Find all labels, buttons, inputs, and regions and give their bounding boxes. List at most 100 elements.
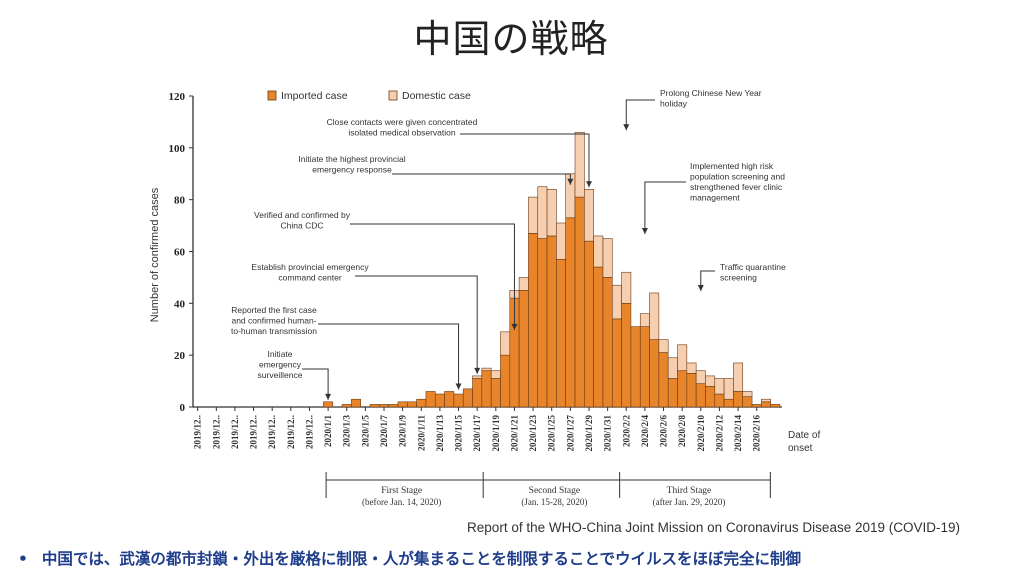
legend-swatch-domestic (388, 90, 398, 101)
x-tick-label: 2020/1/1 (323, 415, 333, 448)
x-tick-label: 2020/2/14 (733, 415, 743, 452)
x-tick-label: 2020/1/11 (416, 415, 426, 452)
bar-imported (742, 396, 753, 408)
bar-imported (537, 238, 548, 408)
x-tick-label: 2020/2/6 (659, 415, 669, 448)
annotation-arrowhead (623, 124, 630, 131)
x-tick-label: 2019/12.. (304, 415, 314, 449)
bar-domestic (705, 375, 716, 387)
bar-imported (611, 318, 622, 408)
bar-domestic (686, 362, 697, 374)
stage-name: Second Stage (529, 486, 580, 496)
bar-domestic (593, 235, 604, 268)
y-tick-label: 60 (174, 247, 186, 259)
bar-imported (714, 393, 725, 408)
bar-imported (770, 404, 781, 408)
bar-imported (686, 373, 697, 408)
bar-imported (705, 385, 716, 408)
bar-imported (369, 404, 380, 408)
x-tick-label: 2019/12.. (211, 415, 221, 449)
x-axis-label: Date of (788, 430, 820, 441)
chart-bars (323, 131, 781, 408)
x-tick-label: 2020/1/21 (509, 415, 519, 452)
bar-imported (500, 354, 511, 408)
y-axis-label: Number of confirmed cases (149, 187, 161, 322)
bar-domestic (500, 331, 511, 356)
bar-imported (341, 404, 352, 408)
annotation-text: emergency response (312, 165, 392, 175)
bar-domestic (658, 339, 669, 353)
chart-legend: Imported case Domestic case (267, 90, 471, 102)
legend-label-domestic: Domestic case (402, 90, 471, 102)
bar-domestic (639, 313, 650, 327)
bar-domestic (649, 292, 660, 340)
bar-imported (351, 398, 362, 408)
annotation-arrowhead (474, 367, 481, 374)
x-tick-label: 2020/1/5 (360, 415, 370, 448)
bullet-point: • 中国では、武漢の都市封鎖・外出を厳格に制限・人が集まることを制限することでウイ… (18, 547, 801, 569)
bar-imported (416, 398, 427, 408)
annotation-arrowhead (697, 284, 704, 291)
chart-stages: First Stage(before Jan. 14, 2020) Second … (325, 472, 771, 507)
bar-imported (621, 303, 632, 408)
x-tick-label: 2019/12.. (230, 415, 240, 449)
x-tick-label: 2020/2/12 (714, 415, 724, 452)
bar-imported (667, 378, 678, 408)
annotation-text: China CDC (281, 221, 324, 231)
bar-domestic (490, 370, 501, 379)
annotation-arrowhead (641, 227, 648, 234)
bar-imported (518, 290, 529, 408)
bar-imported (388, 404, 399, 408)
bar-imported (481, 370, 492, 408)
x-tick-label: 2020/1/17 (472, 415, 482, 452)
x-tick-label: 2020/2/8 (677, 415, 687, 448)
bar-domestic (611, 284, 622, 320)
y-tick-label: 0 (180, 402, 186, 414)
x-tick-label: 2019/12.. (267, 415, 277, 449)
annotation-connector (392, 173, 571, 185)
bar-domestic (528, 196, 539, 234)
stage-subtitle: (Jan. 15-28, 2020) (521, 497, 587, 507)
y-tick-label: 40 (174, 298, 186, 310)
annotation-text: Establish provincial emergency (251, 262, 369, 272)
annotation-text: Close contacts were given concentrated (327, 117, 478, 127)
x-tick-label: 2020/1/3 (342, 415, 352, 448)
annotation-text: Verified and confirmed by (254, 210, 351, 220)
bar-imported (472, 378, 483, 408)
bar-domestic (472, 375, 483, 379)
stage-name: First Stage (381, 486, 422, 496)
annotation-arrowhead (567, 178, 574, 185)
bar-domestic (621, 271, 632, 304)
x-tick-label: 2020/2/16 (752, 415, 762, 452)
bar-imported (649, 339, 660, 408)
x-tick-label: 2020/2/2 (621, 415, 631, 448)
bar-imported (630, 326, 641, 408)
bar-domestic (667, 357, 678, 379)
annotation-arrowhead (325, 393, 332, 400)
bar-imported (751, 404, 762, 408)
bar-imported (639, 326, 650, 408)
bar-imported (425, 391, 436, 408)
source-citation: Report of the WHO-China Joint Mission on… (467, 520, 960, 535)
bar-imported (379, 404, 389, 408)
stage-subtitle: (after Jan. 29, 2020) (653, 497, 726, 507)
x-tick-label: 2019/12.. (249, 415, 259, 449)
annotation-text: Reported the first case (231, 305, 317, 315)
x-tick-label: 2020/1/9 (398, 415, 408, 448)
bar-imported (528, 233, 539, 408)
y-tick-label: 120 (169, 91, 186, 103)
annotation-arrowhead (455, 383, 462, 390)
x-tick-label: 2020/2/4 (640, 415, 650, 448)
x-tick-label: 2020/1/23 (528, 415, 538, 452)
annotation-connector (460, 133, 590, 188)
stage-subtitle: (before Jan. 14, 2020) (362, 497, 441, 507)
stage-name: Third Stage (667, 486, 712, 496)
bar-domestic (574, 131, 585, 198)
bar-imported (593, 266, 604, 408)
y-tick-label: 20 (174, 350, 186, 362)
bar-imported (723, 398, 734, 408)
